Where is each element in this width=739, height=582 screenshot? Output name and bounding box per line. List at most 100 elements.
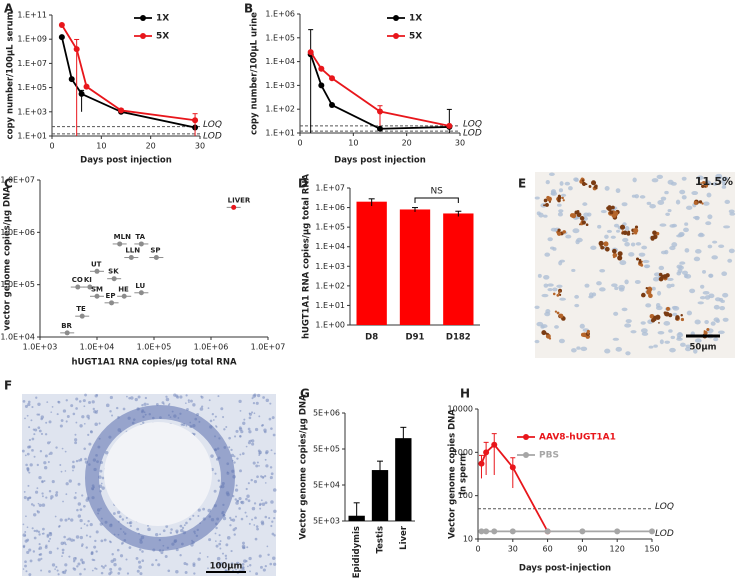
nucleus xyxy=(700,284,705,289)
nucleus xyxy=(534,196,540,200)
panel-label: G xyxy=(300,387,310,401)
cell xyxy=(58,525,61,527)
cell xyxy=(50,411,53,413)
cell xyxy=(230,562,234,566)
cell xyxy=(79,572,82,576)
nucleus xyxy=(676,337,683,341)
cell xyxy=(64,518,68,522)
stain xyxy=(576,209,580,213)
nucleus xyxy=(622,237,629,243)
cell xyxy=(125,516,128,519)
stain xyxy=(649,313,655,319)
cell xyxy=(271,532,275,536)
cell xyxy=(215,544,219,548)
cell xyxy=(238,507,241,510)
point xyxy=(483,528,490,535)
cell xyxy=(23,496,27,500)
cell xyxy=(167,569,171,573)
cell xyxy=(42,527,45,531)
nucleus xyxy=(630,242,636,247)
cell xyxy=(61,570,65,574)
cell xyxy=(137,395,141,399)
cell xyxy=(94,539,97,543)
point-label: MLN xyxy=(114,233,131,241)
nucleus xyxy=(604,186,610,191)
cell xyxy=(185,394,188,397)
cell xyxy=(25,463,28,467)
cell xyxy=(130,396,134,400)
cell xyxy=(249,570,251,573)
nucleus xyxy=(544,252,551,257)
panel-label: D xyxy=(298,177,308,191)
panel-label: H xyxy=(460,387,470,401)
cell xyxy=(88,442,92,446)
cell xyxy=(121,518,125,521)
histology-image-f xyxy=(21,393,277,577)
x-tick-label: 10 xyxy=(348,139,358,148)
cell xyxy=(26,414,29,417)
cell xyxy=(162,529,166,533)
nucleus xyxy=(684,222,689,226)
cell xyxy=(217,562,221,566)
y-tick-label: 10 xyxy=(463,535,473,544)
cell xyxy=(24,560,27,564)
cell xyxy=(258,415,261,418)
legend-label: PBS xyxy=(539,451,559,461)
x-tick-label: 60 xyxy=(543,545,553,554)
cell xyxy=(254,516,257,520)
cell xyxy=(258,465,260,467)
cell xyxy=(164,555,168,559)
cell xyxy=(253,524,256,526)
cell xyxy=(22,523,25,526)
nucleus xyxy=(679,189,686,195)
stain xyxy=(647,286,653,292)
stain xyxy=(558,313,564,319)
nucleus xyxy=(556,284,563,288)
cell xyxy=(180,528,184,533)
cell xyxy=(113,562,117,567)
cell xyxy=(179,395,183,399)
cell xyxy=(91,569,94,572)
cell xyxy=(215,526,218,530)
cell xyxy=(81,494,84,497)
cell xyxy=(63,535,66,539)
x-tick-label: 1.0E+05 xyxy=(137,343,172,352)
cell xyxy=(214,532,217,535)
cell xyxy=(109,410,112,413)
cell xyxy=(230,549,233,553)
nucleus xyxy=(710,321,716,326)
nucleus xyxy=(694,338,702,343)
cell xyxy=(234,435,237,438)
histology-image-e xyxy=(534,172,736,358)
cell xyxy=(252,402,256,405)
cell xyxy=(99,469,103,473)
cell xyxy=(37,426,41,430)
point xyxy=(329,75,335,82)
stain xyxy=(611,205,615,210)
cell xyxy=(94,422,98,427)
nucleus xyxy=(728,209,735,214)
cell xyxy=(143,402,147,406)
cell xyxy=(238,399,242,404)
nucleus xyxy=(543,283,549,288)
cell xyxy=(183,561,187,566)
y-tick-label: 1.0E+07 xyxy=(0,176,35,185)
reference-label: LOD xyxy=(655,529,674,539)
cell xyxy=(261,502,266,507)
nucleus xyxy=(668,329,673,333)
cell xyxy=(111,553,114,556)
cell xyxy=(207,508,212,513)
nucleus xyxy=(672,312,678,317)
nucleus xyxy=(708,273,713,278)
point xyxy=(73,46,80,53)
stain xyxy=(667,308,669,311)
nucleus xyxy=(722,292,729,298)
cell xyxy=(54,515,57,518)
stain xyxy=(650,318,656,323)
point-label: LIVER xyxy=(228,196,251,204)
cell xyxy=(200,396,204,399)
nucleus xyxy=(667,209,672,213)
cell xyxy=(251,411,254,414)
point xyxy=(329,102,335,109)
cell xyxy=(48,550,53,555)
